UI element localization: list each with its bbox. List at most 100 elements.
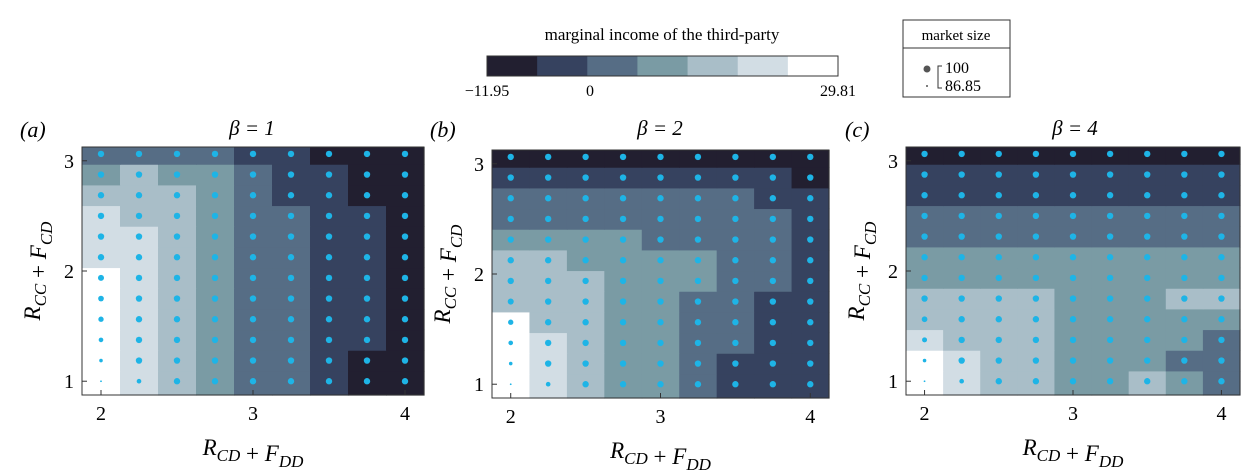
market-size-dot: [1144, 378, 1151, 385]
market-size-dot: [1106, 192, 1114, 199]
market-size-dot: [249, 295, 257, 302]
heatmap-cells-b: [492, 150, 830, 399]
market-size-dot: [1218, 171, 1225, 178]
market-size-dot: [401, 150, 409, 158]
market-size-dot: [325, 233, 333, 240]
market-size-dot: [97, 254, 105, 261]
market-size-dot: [1181, 378, 1188, 385]
market-size-dot: [287, 378, 295, 385]
market-size-dot: [807, 319, 814, 326]
market-size-dot: [582, 381, 589, 388]
market-size-dot: [694, 236, 702, 243]
market-size-dot: [582, 174, 589, 181]
market-size-dot: [923, 380, 926, 383]
market-size-dot: [1144, 254, 1151, 261]
market-size-dot: [995, 254, 1002, 261]
market-size-dot: [249, 212, 257, 220]
market-size-dot: [363, 150, 371, 158]
market-size-dot: [694, 360, 702, 367]
market-size-dot: [287, 357, 295, 364]
market-size-dot: [732, 298, 739, 305]
market-size-dot: [1106, 274, 1114, 282]
market-size-dot: [508, 340, 514, 346]
market-size-dot: [921, 171, 928, 178]
y-tick-label: 2: [474, 264, 484, 286]
market-size-dot: [211, 295, 219, 302]
market-size-dot: [97, 233, 105, 240]
market-size-dot: [769, 339, 777, 347]
market-size-dot: [135, 295, 143, 302]
market-size-dot: [211, 233, 219, 240]
market-size-dot: [995, 316, 1002, 323]
market-size-dot: [995, 357, 1002, 364]
market-size-dot: [287, 212, 295, 220]
market-size-dot: [694, 277, 702, 285]
market-size-dot: [1069, 192, 1077, 199]
market-size-dot: [921, 254, 928, 261]
market-size-dot: [769, 360, 777, 367]
market-size-dot: [1181, 357, 1188, 364]
market-size-dot: [807, 174, 814, 181]
market-size-dot: [1144, 274, 1151, 282]
market-size-dot: [995, 150, 1002, 158]
market-size-dot: [769, 215, 777, 223]
market-size-dot: [401, 336, 409, 344]
market-size-dot: [619, 298, 627, 305]
market-size-dot: [807, 339, 814, 347]
market-size-dot: [1032, 171, 1040, 178]
market-size-dot: [1069, 274, 1077, 282]
market-size-dot: [507, 195, 514, 202]
market-size-dot: [958, 274, 965, 282]
market-size-dot: [211, 316, 219, 323]
market-size-dot: [97, 274, 105, 281]
market-size-dot: [249, 378, 257, 385]
market-size-dot: [98, 337, 104, 343]
colorbar-swatch: [487, 56, 538, 76]
market-size-dot: [325, 171, 333, 178]
market-size-dot: [995, 212, 1002, 220]
x-axis-label-a: RCD + FDD: [202, 435, 305, 471]
market-size-dot: [1032, 150, 1040, 158]
market-size-dot: [922, 337, 928, 343]
y-tick-label: 3: [64, 151, 74, 173]
market-size-dot: [995, 295, 1002, 302]
panel-title-b: β = 2: [636, 116, 683, 140]
market-size-dot: [1181, 274, 1188, 282]
market-size-dot: [619, 195, 627, 202]
market-size-dot: [1032, 233, 1040, 240]
market-size-dot: [1069, 254, 1077, 261]
colorbar-swatch: [687, 56, 739, 76]
market-size-dot: [694, 319, 702, 326]
market-size-dot: [545, 381, 551, 387]
market-size-dot: [1181, 233, 1188, 240]
market-size-dot: [657, 174, 664, 181]
market-size-dot: [921, 316, 928, 323]
market-size-dot: [694, 215, 702, 223]
market-size-dot: [807, 360, 814, 367]
market-size-dot: [1032, 378, 1040, 385]
market-size-dot: [287, 316, 295, 323]
market-size-dot: [363, 274, 371, 282]
market-size-dot: [249, 171, 257, 178]
market-size-dot: [1032, 274, 1040, 282]
market-size-dot: [1144, 233, 1151, 240]
market-size-dot: [249, 274, 257, 282]
legend-max-label: 100: [945, 60, 969, 77]
market-size-dot: [249, 150, 257, 158]
market-size-dot: [769, 236, 777, 243]
market-size-dot: [1218, 212, 1225, 220]
market-size-dot: [1106, 233, 1114, 240]
market-size-dot: [507, 174, 514, 181]
market-size-dot: [995, 336, 1002, 344]
heatmap-cells-c: [906, 147, 1241, 396]
market-size-dot: [732, 381, 739, 388]
market-size-dot: [694, 174, 702, 181]
market-size-dot: [544, 174, 552, 181]
market-size-dot: [619, 174, 627, 181]
market-size-dot: [544, 215, 552, 223]
market-size-dot: [1032, 192, 1040, 199]
market-size-dot: [807, 277, 814, 285]
y-tick-label: 2: [888, 261, 898, 283]
market-size-dot: [657, 339, 664, 347]
